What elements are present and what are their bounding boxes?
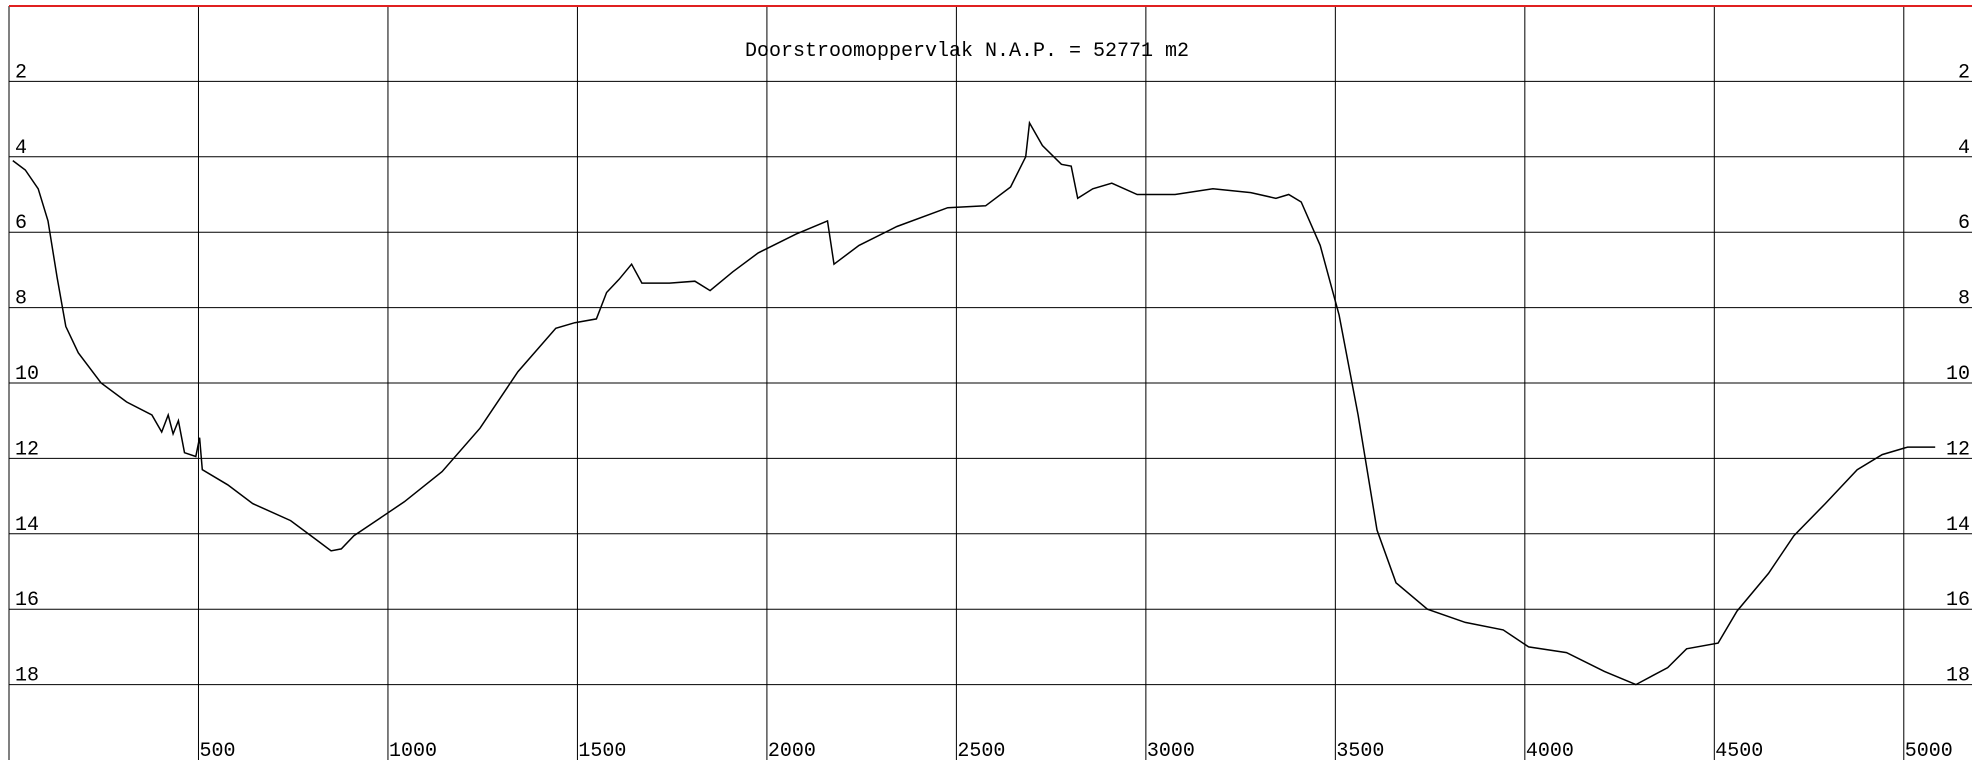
y-tick-label-right: 2	[1958, 61, 1970, 84]
y-tick-label-right: 4	[1958, 137, 1970, 160]
chart-title: Doorstroomoppervlak N.A.P. = 52771 m2	[745, 40, 1189, 63]
x-tick-label: 3500	[1336, 740, 1384, 761]
y-tick-label-right: 14	[1946, 514, 1970, 537]
x-tick-label: 2000	[768, 740, 816, 761]
x-tick-label: 5000	[1905, 740, 1953, 761]
x-tick-label: 500	[199, 740, 235, 761]
y-tick-label: 2	[15, 61, 27, 84]
y-tick-label-right: 16	[1946, 589, 1970, 612]
y-tick-label: 16	[15, 589, 39, 612]
y-tick-label: 12	[15, 438, 39, 461]
y-tick-label: 14	[15, 514, 39, 537]
profile-line	[12, 120, 1936, 686]
y-tick-label-right: 18	[1946, 665, 1970, 688]
x-tick-label: 4000	[1526, 740, 1574, 761]
y-tick-label: 6	[15, 212, 27, 235]
x-tick-label: 1500	[578, 740, 626, 761]
x-tick-label: 1000	[389, 740, 437, 761]
x-tick-label: 3000	[1147, 740, 1195, 761]
y-tick-label-right: 6	[1958, 212, 1970, 235]
y-tick-label: 8	[15, 288, 27, 311]
y-tick-label: 18	[15, 665, 39, 688]
y-tick-label-right: 10	[1946, 363, 1970, 386]
x-tick-label: 2500	[957, 740, 1005, 761]
y-tick-label: 10	[15, 363, 39, 386]
x-tick-label: 4500	[1715, 740, 1763, 761]
y-tick-label-right: 8	[1958, 288, 1970, 311]
y-tick-label: 4	[15, 137, 27, 160]
y-tick-label-right: 12	[1946, 438, 1970, 461]
